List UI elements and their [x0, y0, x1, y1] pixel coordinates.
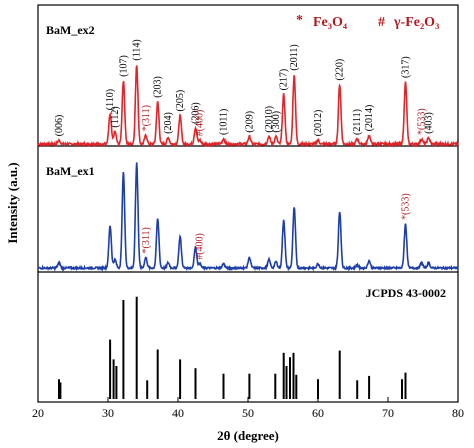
peak-label: (217) [279, 69, 290, 91]
peak-label: (107) [118, 55, 129, 77]
legend: * Fe₃O₄ # γ-Fe₂O₃ [296, 13, 439, 30]
peak-label: #(400) [195, 110, 206, 137]
x-tick-label: 70 [382, 406, 394, 420]
panel-name-ex2: BaM_ex2 [46, 23, 95, 37]
peak-label: (110) [105, 89, 116, 110]
peak-label: (114) [132, 39, 143, 60]
peak-label: (2111) [352, 109, 363, 135]
peak-label: (2011) [289, 44, 300, 70]
peak-label: (205) [175, 90, 186, 112]
peak-label: (300) [271, 111, 282, 133]
peak-label: *(533) [401, 193, 412, 220]
series-line-1 [37, 162, 459, 273]
peak-label: (204) [163, 112, 174, 134]
legend-star-symbol: * [296, 13, 303, 28]
peak-label-layer: (006)(110)(112)(107)(114)*(311)(203)(204… [54, 39, 435, 259]
x-axis-ticks: 20 30 40 50 60 70 80 [32, 397, 464, 420]
series-layer [37, 65, 459, 399]
y-axis-title: Intensity (a.u.) [5, 162, 20, 243]
x-axis-title: 2θ (degree) [217, 428, 279, 443]
peak-label: #(400) [195, 233, 206, 260]
peak-label: (403) [424, 112, 435, 134]
peak-label: (2010) [264, 106, 275, 133]
legend-hash-symbol: # [378, 15, 385, 30]
x-tick-label: 60 [312, 406, 324, 420]
peak-label: *(533) [417, 108, 428, 135]
x-tick-label: 80 [452, 406, 464, 420]
peak-label: (317) [401, 56, 412, 78]
peak-label: (2014) [364, 105, 375, 132]
peak-label: (220) [335, 59, 346, 81]
peak-label: (203) [153, 76, 164, 98]
x-tick-label: 50 [242, 406, 254, 420]
legend-star-phase: Fe₃O₄ [313, 15, 348, 30]
peak-label: (1011) [219, 109, 230, 135]
x-tick-label: 40 [172, 406, 184, 420]
panel-name-ex1: BaM_ex1 [46, 164, 95, 178]
series-line-0 [37, 65, 459, 149]
panel-name-reference: JCPDS 43-0002 [366, 286, 446, 300]
peak-label: (206) [191, 102, 202, 124]
peak-label: *(311) [141, 105, 152, 131]
peak-label: *(311) [141, 227, 152, 253]
x-tick-label: 30 [102, 406, 114, 420]
peak-label: (2012) [313, 110, 324, 137]
x-tick-label: 20 [32, 406, 44, 420]
legend-hash-phase: γ-Fe₂O₃ [393, 15, 439, 30]
peak-label: (006) [54, 115, 65, 137]
peak-label: (209) [244, 111, 255, 133]
plot-frame [37, 4, 459, 403]
peak-label: (112) [110, 106, 121, 127]
